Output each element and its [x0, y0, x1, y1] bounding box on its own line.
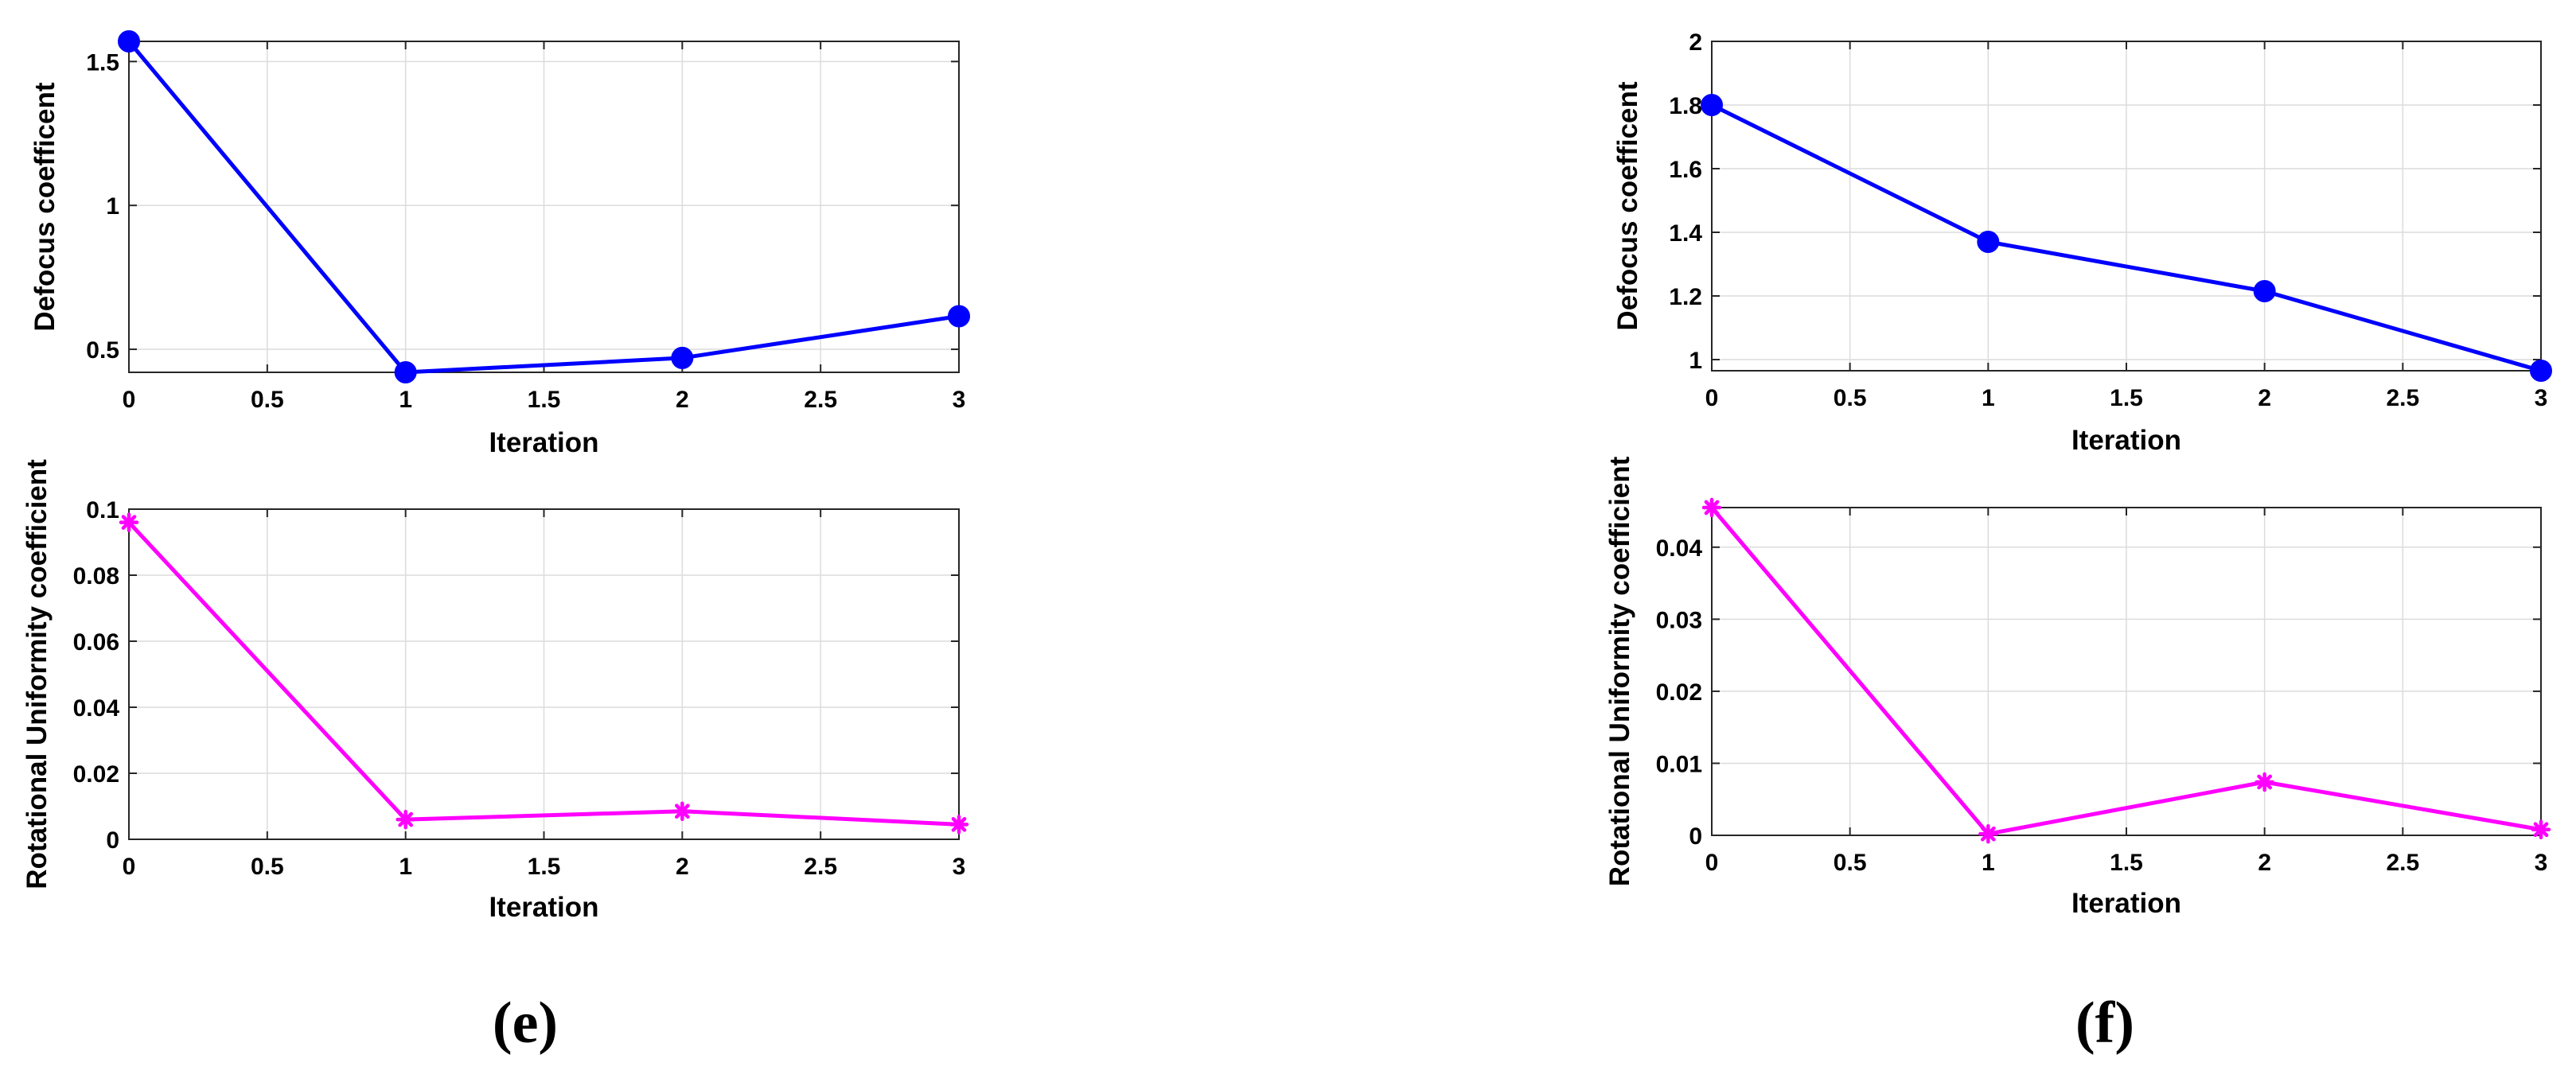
y-tick-label: 1.4 — [1669, 220, 1702, 247]
panel-label-f: (f) — [2075, 990, 2134, 1056]
x-tick-label: 0 — [1705, 385, 1719, 411]
x-tick-label: 0.5 — [251, 854, 284, 880]
x-tick-label: 0.5 — [251, 387, 284, 413]
data-point — [2530, 360, 2552, 382]
data-point — [948, 305, 970, 328]
chart-e-rotational: 0 0.5 1 1.5 2 2.5 3 0 0.02 0.04 0.06 0.08 0.1 Iterati… — [21, 459, 969, 923]
panel-label-e: (e) — [493, 990, 558, 1056]
data-point — [949, 815, 969, 835]
y-axis-label: Rotational Uniformity coefficient — [21, 459, 53, 889]
y-tick-label: 2 — [1689, 29, 1702, 56]
y-tick-label: 0.02 — [1656, 679, 1702, 706]
y-tick-label: 0.02 — [73, 761, 119, 788]
y-tick-label: 0.03 — [1656, 607, 1702, 633]
data-point — [1701, 497, 1722, 518]
x-tick-label: 1 — [1982, 385, 1995, 411]
y-tick-label: 0.04 — [1656, 535, 1703, 562]
data-point — [671, 346, 694, 369]
x-tick-label: 2.5 — [2386, 850, 2419, 876]
x-axis-label: Iteration — [489, 427, 598, 458]
y-tick-label: 0.5 — [86, 337, 119, 364]
series-line — [127, 520, 960, 827]
x-tick-label: 1.5 — [528, 854, 561, 880]
data-point — [396, 809, 415, 830]
y-tick-label: 1 — [106, 193, 119, 220]
y-tick-label: 1 — [1689, 348, 1702, 374]
x-tick-label: 0 — [123, 854, 136, 880]
x-tick-label: 3 — [2535, 850, 2548, 876]
x-axis-label: Iteration — [2071, 425, 2181, 456]
data-point — [672, 801, 692, 821]
x-tick-label: 2.5 — [2386, 385, 2419, 411]
x-tick-label: 0 — [1705, 850, 1719, 876]
data-point — [1978, 823, 1998, 844]
series-line — [1710, 103, 2542, 373]
x-tick-label: 1 — [399, 854, 412, 880]
y-tick-label: 1.5 — [86, 49, 119, 76]
x-axis-label: Iteration — [489, 892, 598, 923]
y-tick-label: 0.06 — [73, 629, 119, 656]
x-tick-label: 1.5 — [2110, 850, 2143, 876]
y-tick-label: 0 — [106, 827, 119, 854]
x-tick-label: 1 — [399, 387, 412, 413]
x-tick-label: 1.5 — [2110, 385, 2143, 411]
y-tick-label: 0 — [1689, 823, 1702, 850]
x-tick-label: 0 — [123, 387, 136, 413]
series-line — [1710, 506, 2542, 836]
x-tick-label: 3 — [953, 854, 966, 880]
x-tick-label: 2.5 — [804, 854, 837, 880]
y-tick-label: 0.1 — [86, 497, 119, 523]
data-point — [119, 512, 139, 532]
data-point — [1977, 231, 2000, 253]
y-tick-label: 0.08 — [73, 563, 119, 590]
x-tick-label: 1.5 — [528, 387, 561, 413]
x-tick-label: 2 — [676, 854, 689, 880]
data-point — [2531, 819, 2551, 840]
chart-f-defocus: 0 0.5 1 1.5 2 2.5 3 1 1.2 1.4 1.6 1.8 2 Iteration Defo… — [1612, 29, 2552, 456]
x-tick-label: 2 — [676, 387, 689, 413]
data-point — [118, 30, 140, 53]
chart-f-rotational: 0 0.5 1 1.5 2 2.5 3 0 0.01 0.02 0.03 0.04 Iteration R… — [1604, 456, 2551, 919]
x-tick-label: 3 — [2535, 385, 2548, 411]
data-point — [1701, 94, 1723, 116]
x-tick-label: 3 — [953, 387, 966, 413]
x-tick-label: 2 — [2258, 385, 2271, 411]
data-point — [2254, 772, 2274, 792]
y-tick-label: 1.8 — [1669, 93, 1702, 119]
y-tick-label: 0.04 — [73, 695, 120, 722]
y-tick-label: 1.6 — [1669, 157, 1702, 183]
y-axis-label: Defocus coefficent — [1612, 81, 1643, 330]
y-tick-label: 1.2 — [1669, 284, 1702, 310]
y-tick-label: 0.01 — [1656, 751, 1702, 777]
data-point — [394, 361, 417, 383]
y-axis-label: Defocus coefficent — [29, 82, 60, 331]
x-tick-label: 2.5 — [804, 387, 837, 413]
x-tick-label: 0.5 — [1834, 850, 1867, 876]
x-tick-label: 1 — [1982, 850, 1995, 876]
x-tick-label: 0.5 — [1834, 385, 1867, 411]
series-line — [127, 40, 960, 375]
data-point — [2253, 280, 2276, 302]
y-axis-label: Rotational Uniformity coefficient — [1604, 456, 1635, 886]
x-tick-label: 2 — [2258, 850, 2271, 876]
x-axis-label: Iteration — [2071, 888, 2181, 919]
